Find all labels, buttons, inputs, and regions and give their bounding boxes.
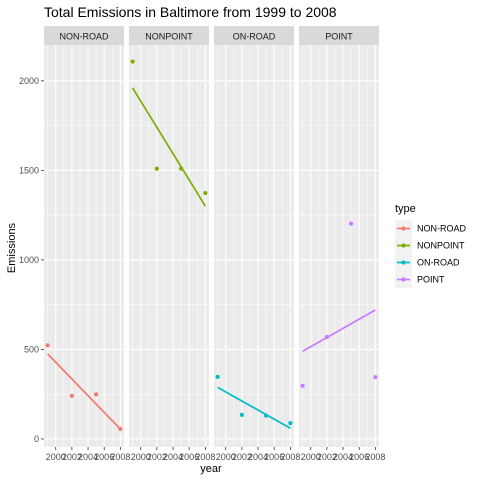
legend-label: POINT xyxy=(417,275,445,285)
data-point xyxy=(288,421,293,426)
facet-panels: NON-ROAD NONPOINT ON-ROAD POINT xyxy=(44,26,379,447)
trend-line xyxy=(47,353,121,430)
data-point xyxy=(239,412,244,417)
data-point xyxy=(179,166,184,171)
x-tick-label: 2008 xyxy=(280,452,300,462)
legend-label: NON-ROAD xyxy=(417,224,466,234)
facet-strip xyxy=(299,26,379,45)
y-axis: 0 500 1000 1500 2000 xyxy=(19,76,44,444)
facet-strip xyxy=(214,26,294,45)
legend-item: POINT xyxy=(395,271,445,288)
data-point xyxy=(45,343,50,348)
data-point xyxy=(373,375,378,380)
legend-key-point xyxy=(401,226,406,231)
panel-background xyxy=(299,45,379,447)
x-tick-label: 2006 xyxy=(179,452,199,462)
x-tick-label: 2008 xyxy=(365,452,385,462)
facet-strip-label: POINT xyxy=(325,32,353,42)
facet-panel: POINT xyxy=(299,26,379,447)
facet-strip-label: NON-ROAD xyxy=(60,32,109,42)
legend-key-point xyxy=(401,260,406,265)
panel-background xyxy=(214,45,294,447)
gridlines xyxy=(214,45,294,447)
x-tick-label: 2002 xyxy=(147,452,167,462)
x-tick-label: 2000 xyxy=(301,452,321,462)
data-point xyxy=(130,59,135,64)
x-tick-label: 2008 xyxy=(195,452,215,462)
data-point xyxy=(94,392,99,397)
trend-line xyxy=(217,386,291,429)
legend-key-point xyxy=(401,243,406,248)
trend-line xyxy=(131,87,207,207)
x-tick-label: 2006 xyxy=(349,452,369,462)
x-tick-label: 2008 xyxy=(110,452,130,462)
x-tick-label: 2004 xyxy=(163,452,183,462)
facet-strip xyxy=(44,26,124,45)
gridlines xyxy=(44,45,124,447)
facet-strip xyxy=(129,26,209,45)
x-tick-label: 2006 xyxy=(94,452,114,462)
y-tick-label: 2000 xyxy=(19,76,39,86)
data-point xyxy=(154,166,159,171)
y-axis-label: Emissions xyxy=(6,222,18,273)
legend-label: ON-ROAD xyxy=(417,258,460,268)
legend-label: NONPOINT xyxy=(417,241,465,251)
y-tick-label: 0 xyxy=(34,434,39,444)
x-tick-label: 2000 xyxy=(46,452,66,462)
y-tick-label: 500 xyxy=(24,345,39,355)
data-point xyxy=(203,190,208,196)
x-tick-label: 2004 xyxy=(333,452,353,462)
y-tick-label: 1500 xyxy=(19,166,39,176)
gridlines xyxy=(299,45,379,447)
legend: type NON-ROAD NONPOINT ON-ROAD POINT xyxy=(395,203,466,288)
facet-panel: NON-ROAD xyxy=(44,26,124,447)
y-tick-label: 1000 xyxy=(19,255,39,265)
data-point xyxy=(118,426,123,432)
panel-background xyxy=(44,45,124,447)
facet-panel: ON-ROAD xyxy=(214,26,294,447)
x-tick-label: 2002 xyxy=(232,452,252,462)
legend-title: type xyxy=(395,203,416,215)
data-point xyxy=(264,413,269,418)
data-point xyxy=(349,221,354,226)
facet-strip-label: ON-ROAD xyxy=(233,32,276,42)
x-tick-label: 2002 xyxy=(317,452,337,462)
legend-item: NON-ROAD xyxy=(395,220,466,237)
legend-item: NONPOINT xyxy=(395,237,465,254)
data-point xyxy=(324,334,329,340)
x-tick-label: 2006 xyxy=(264,452,284,462)
panel-background xyxy=(129,45,209,447)
x-tick-label: 2004 xyxy=(78,452,98,462)
legend-items: NON-ROAD NONPOINT ON-ROAD POINT xyxy=(395,220,466,288)
x-tick-label: 2000 xyxy=(131,452,151,462)
chart-title: Total Emissions in Baltimore from 1999 t… xyxy=(44,4,337,20)
legend-key-point xyxy=(401,277,406,282)
facet-panel: NONPOINT xyxy=(129,26,209,447)
facet-strip-label: NONPOINT xyxy=(145,32,193,42)
data-point xyxy=(300,383,305,388)
x-axis-label: year xyxy=(200,463,222,475)
trend-line xyxy=(302,309,376,352)
x-tick-label: 2004 xyxy=(248,452,268,462)
x-tick-label: 2000 xyxy=(216,452,236,462)
x-tick-label: 2002 xyxy=(62,452,82,462)
gridlines xyxy=(129,45,209,447)
legend-item: ON-ROAD xyxy=(395,254,460,271)
data-point xyxy=(69,393,74,398)
data-point xyxy=(215,374,220,379)
